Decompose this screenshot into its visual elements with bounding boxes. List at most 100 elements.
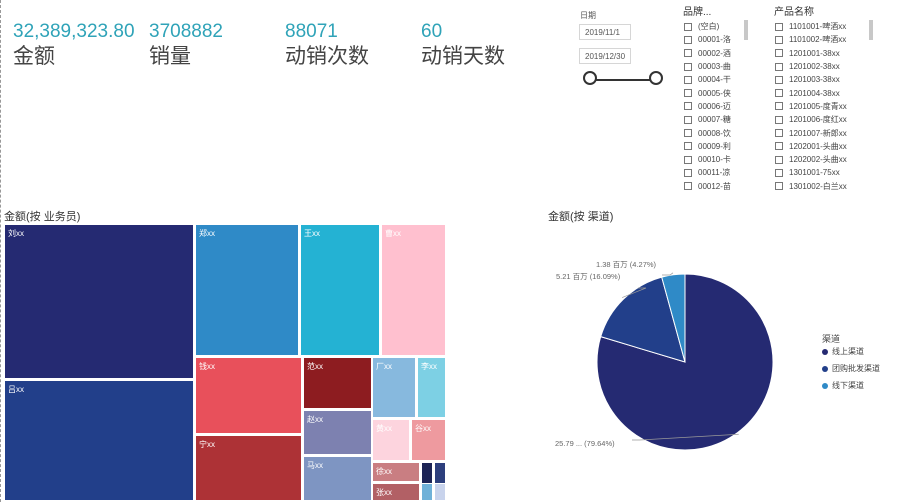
treemap-tile[interactable] bbox=[434, 483, 446, 501]
treemap-tile[interactable]: 谷xx bbox=[411, 419, 446, 461]
treemap-tile[interactable]: 李xx bbox=[417, 357, 446, 418]
treemap-tile[interactable]: 黄xx bbox=[372, 419, 410, 461]
kpi-transactions-card[interactable]: 88071 动销次数 bbox=[285, 20, 369, 70]
brand-slicer-checkbox[interactable] bbox=[684, 49, 692, 58]
pie-slice[interactable] bbox=[661, 273, 686, 363]
treemap-tile[interactable]: 曹xx bbox=[381, 224, 446, 356]
legend-item-offline[interactable]: 线下渠道 bbox=[822, 380, 864, 391]
brand-slicer-item-label: 00009-利 bbox=[698, 141, 731, 151]
treemap-title: 金额(按 业务员) bbox=[4, 211, 81, 223]
product-slicer-item[interactable]: 1202002-头曲xx bbox=[775, 153, 860, 166]
pie-slice[interactable] bbox=[600, 276, 686, 363]
product-slicer-item[interactable]: 1201007-新郎xx bbox=[775, 126, 860, 139]
brand-slicer-item[interactable]: 00004-干 bbox=[684, 73, 740, 86]
product-slicer-item[interactable]: 1202001-头曲xx bbox=[775, 140, 860, 153]
brand-slicer-checkbox[interactable] bbox=[684, 22, 692, 31]
product-slicer-checkbox[interactable] bbox=[775, 22, 783, 31]
treemap-tile[interactable] bbox=[421, 483, 433, 501]
brand-slicer-checkbox[interactable] bbox=[684, 62, 692, 71]
legend-item-online[interactable]: 线上渠道 bbox=[822, 346, 864, 357]
brand-slicer-item[interactable]: 00009-利 bbox=[684, 140, 740, 153]
product-slicer-item[interactable]: 1101001-啤酒xx bbox=[775, 20, 860, 33]
date-end-input[interactable]: 2019/12/30 bbox=[579, 48, 631, 64]
product-slicer-checkbox[interactable] bbox=[775, 62, 783, 71]
treemap-tile[interactable]: 吕xx bbox=[4, 380, 194, 501]
brand-slicer-item[interactable]: 00001-洛 bbox=[684, 33, 740, 46]
treemap-tile[interactable]: 徐xx bbox=[372, 462, 420, 482]
product-slicer-item[interactable]: 1201001-38xx bbox=[775, 47, 860, 60]
product-slicer-item[interactable]: 1201004-38xx bbox=[775, 86, 860, 99]
product-slicer-checkbox[interactable] bbox=[775, 75, 783, 84]
brand-slicer-checkbox[interactable] bbox=[684, 89, 692, 98]
treemap-tile-label: 徐xx bbox=[376, 467, 392, 476]
product-slicer-item[interactable]: 1201006-度红xx bbox=[775, 113, 860, 126]
brand-slicer-checkbox[interactable] bbox=[684, 35, 692, 44]
product-slicer-checkbox[interactable] bbox=[775, 142, 783, 151]
product-slicer-scrollbar[interactable] bbox=[869, 20, 873, 40]
brand-slicer-item[interactable]: 00003-曲 bbox=[684, 60, 740, 73]
brand-slicer-item-label: 00012-苗 bbox=[698, 181, 731, 191]
treemap-tile[interactable]: 厂xx bbox=[372, 357, 416, 418]
product-slicer-item-label: 1201005-度青xx bbox=[789, 101, 847, 111]
treemap-tile[interactable]: 钱xx bbox=[195, 357, 302, 434]
brand-slicer-item[interactable]: 00008-饮 bbox=[684, 126, 740, 139]
brand-slicer-item[interactable]: 00002-酒 bbox=[684, 47, 740, 60]
product-slicer-checkbox[interactable] bbox=[775, 129, 783, 138]
product-slicer-checkbox[interactable] bbox=[775, 49, 783, 58]
brand-slicer-item[interactable]: 00007-糖 bbox=[684, 113, 740, 126]
brand-slicer-checkbox[interactable] bbox=[684, 142, 692, 151]
product-slicer-checkbox[interactable] bbox=[775, 102, 783, 111]
product-slicer-item-label: 1101002-啤酒xx bbox=[789, 35, 847, 45]
product-slicer-checkbox[interactable] bbox=[775, 155, 783, 164]
kpi-amount-card[interactable]: 32,389,323.80 金额 bbox=[13, 20, 135, 70]
brand-slicer-checkbox[interactable] bbox=[684, 115, 692, 124]
brand-slicer-checkbox[interactable] bbox=[684, 155, 692, 164]
treemap-tile[interactable]: 宁xx bbox=[195, 435, 302, 501]
brand-slicer-checkbox[interactable] bbox=[684, 168, 692, 177]
product-slicer-item[interactable]: 1201002-38xx bbox=[775, 60, 860, 73]
product-slicer-item-label: 1101001-啤酒xx bbox=[789, 22, 847, 32]
treemap-tile[interactable]: 郑xx bbox=[195, 224, 299, 356]
treemap-tile[interactable]: 马xx bbox=[303, 456, 372, 501]
product-slicer-item[interactable]: 1301002-白兰xx bbox=[775, 180, 860, 193]
treemap-tile-label: 曹xx bbox=[385, 229, 401, 238]
brand-slicer-item[interactable]: 00005-侠 bbox=[684, 86, 740, 99]
legend-item-group-wholesale[interactable]: 团购批发渠道 bbox=[822, 363, 880, 374]
brand-slicer-item[interactable]: 00006-迈 bbox=[684, 100, 740, 113]
kpi-active-days-card[interactable]: 60 动销天数 bbox=[421, 20, 505, 70]
brand-slicer-title: 品牌... bbox=[683, 7, 712, 18]
product-slicer-checkbox[interactable] bbox=[775, 182, 783, 191]
brand-slicer-item[interactable]: 00010-卡 bbox=[684, 153, 740, 166]
brand-slicer-list: (空白) 00001-洛 00002-酒 00003-曲 00004-干 00005-侠 0… bbox=[684, 20, 740, 196]
brand-slicer-item[interactable]: 00012-苗 bbox=[684, 180, 740, 193]
brand-slicer-checkbox[interactable] bbox=[684, 75, 692, 84]
treemap-tile-label: 李xx bbox=[421, 362, 437, 371]
brand-slicer-checkbox[interactable] bbox=[684, 129, 692, 138]
kpi-sales-volume-card[interactable]: 3708882 销量 bbox=[149, 20, 223, 70]
date-slider-end-handle[interactable] bbox=[649, 71, 663, 85]
product-slicer-item[interactable]: 1101002-啤酒xx bbox=[775, 33, 860, 46]
treemap-tile[interactable]: 范xx bbox=[303, 357, 372, 409]
date-slider-start-handle[interactable] bbox=[583, 71, 597, 85]
brand-slicer-scrollbar[interactable] bbox=[744, 20, 748, 40]
product-slicer-item[interactable]: 1201005-度青xx bbox=[775, 100, 860, 113]
treemap-tile[interactable]: 张xx bbox=[372, 483, 420, 501]
brand-slicer-item[interactable]: 00011-凉 bbox=[684, 166, 740, 179]
treemap-tile[interactable]: 赵xx bbox=[303, 410, 372, 455]
treemap-tile-label: 钱xx bbox=[199, 362, 215, 371]
product-slicer-checkbox[interactable] bbox=[775, 168, 783, 177]
date-start-input[interactable]: 2019/11/1 bbox=[579, 24, 631, 40]
brand-slicer-item-label: 00002-酒 bbox=[698, 48, 731, 58]
product-slicer-checkbox[interactable] bbox=[775, 115, 783, 124]
product-slicer-checkbox[interactable] bbox=[775, 89, 783, 98]
date-slider-track[interactable] bbox=[590, 79, 657, 81]
brand-slicer-checkbox[interactable] bbox=[684, 102, 692, 111]
brand-slicer-checkbox[interactable] bbox=[684, 182, 692, 191]
treemap-tile[interactable]: 王xx bbox=[300, 224, 380, 356]
treemap-tile-label: 黄xx bbox=[376, 424, 392, 433]
product-slicer-item[interactable]: 1201003-38xx bbox=[775, 73, 860, 86]
product-slicer-item[interactable]: 1301001-75xx bbox=[775, 166, 860, 179]
product-slicer-checkbox[interactable] bbox=[775, 35, 783, 44]
brand-slicer-item[interactable]: (空白) bbox=[684, 20, 740, 33]
treemap-tile[interactable]: 刘xx bbox=[4, 224, 194, 379]
